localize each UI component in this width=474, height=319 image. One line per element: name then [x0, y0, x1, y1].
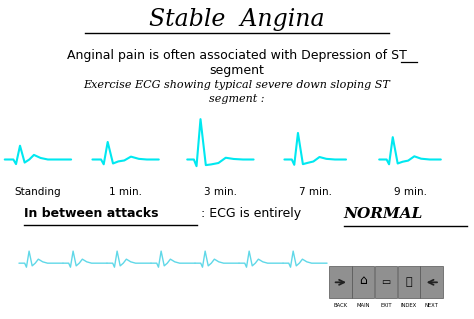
Text: ⓘ: ⓘ: [406, 277, 412, 287]
Text: NEXT: NEXT: [425, 303, 438, 308]
Text: Stable  Angina: Stable Angina: [149, 8, 325, 31]
Text: : ECG is entirely: : ECG is entirely: [197, 207, 305, 220]
Text: MAIN: MAIN: [356, 303, 370, 308]
Text: ▭: ▭: [382, 277, 391, 287]
Text: ⌂: ⌂: [359, 274, 367, 287]
Text: INDEX: INDEX: [401, 303, 417, 308]
FancyBboxPatch shape: [375, 266, 397, 298]
Text: EXIT: EXIT: [380, 303, 392, 308]
Text: Anginal pain is often associated with Depression of ST: Anginal pain is often associated with De…: [67, 49, 407, 63]
Text: segment: segment: [210, 64, 264, 77]
Text: Exercise ECG showing typical severe down sloping ST: Exercise ECG showing typical severe down…: [83, 80, 391, 90]
FancyBboxPatch shape: [352, 266, 374, 298]
Text: BACK: BACK: [334, 303, 347, 308]
Text: 9 min.: 9 min.: [393, 187, 427, 197]
Text: NORMAL: NORMAL: [344, 207, 423, 221]
Text: Standing: Standing: [15, 187, 61, 197]
Text: 3 min.: 3 min.: [204, 187, 237, 197]
FancyBboxPatch shape: [329, 266, 352, 298]
Text: 7 min.: 7 min.: [299, 187, 332, 197]
FancyBboxPatch shape: [398, 266, 420, 298]
Text: 1 min.: 1 min.: [109, 187, 142, 197]
FancyBboxPatch shape: [420, 266, 443, 298]
Text: In between attacks: In between attacks: [24, 207, 158, 220]
Text: segment :: segment :: [209, 94, 265, 104]
